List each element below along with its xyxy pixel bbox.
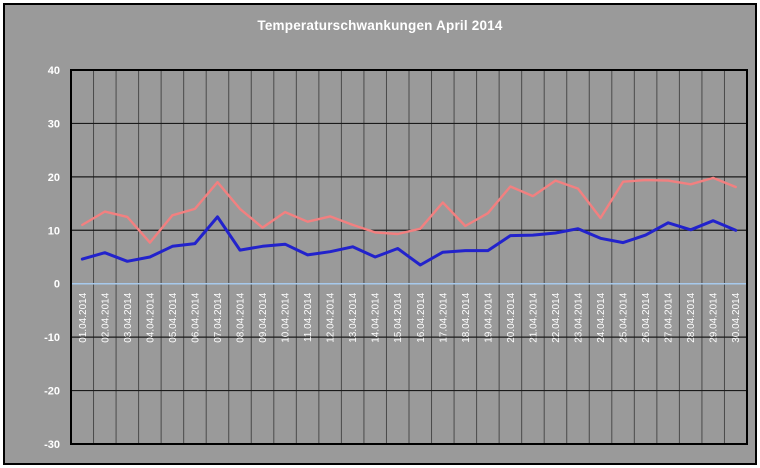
y-tick-label: -10: [44, 332, 60, 344]
y-tick-label: 0: [54, 279, 60, 291]
series-red-line: [81, 176, 737, 244]
x-tick-label: 25.04.2014: [619, 292, 630, 342]
vertical-gridlines: [93, 70, 725, 444]
x-tick-label: 14.04.2014: [371, 292, 382, 342]
x-tick-label: 20.04.2014: [506, 292, 517, 342]
chart-panel: [3, 3, 757, 465]
plot-frame: [70, 69, 748, 445]
y-tick-label: 30: [48, 118, 60, 130]
x-tick-label: 01.04.2014: [78, 292, 89, 342]
x-tick-label: 16.04.2014: [416, 292, 427, 342]
y-tick-label: -30: [44, 439, 60, 451]
x-tick-label: 27.04.2014: [664, 292, 675, 342]
y-tick-label: -20: [44, 386, 60, 398]
x-tick-label: 30.04.2014: [731, 292, 742, 342]
x-tick-label: 07.04.2014: [213, 292, 224, 342]
x-tick-label: 13.04.2014: [348, 292, 359, 342]
x-tick-label: 09.04.2014: [258, 292, 269, 342]
x-tick-label: 22.04.2014: [551, 292, 562, 342]
series-blue-line: [80, 215, 738, 267]
x-tick-label: 18.04.2014: [461, 292, 472, 342]
x-tick-label: 05.04.2014: [168, 292, 179, 342]
x-tick-label: 19.04.2014: [483, 292, 494, 342]
x-tick-label: 10.04.2014: [281, 292, 292, 342]
y-tick-label: 10: [48, 225, 60, 237]
y-tick-label: 20: [48, 172, 60, 184]
x-tick-label: 08.04.2014: [236, 292, 247, 342]
series-lines: [80, 176, 738, 267]
x-tick-label: 28.04.2014: [686, 292, 697, 342]
x-tick-label: 04.04.2014: [145, 292, 156, 342]
x-tick-label: 26.04.2014: [641, 292, 652, 342]
x-tick-label: 21.04.2014: [528, 292, 539, 342]
x-tick-label: 11.04.2014: [303, 292, 314, 342]
x-tick-label: 12.04.2014: [326, 292, 337, 342]
x-tick-label: 15.04.2014: [393, 292, 404, 342]
x-tick-label: 03.04.2014: [123, 292, 134, 342]
chart-title: Temperaturschwankungen April 2014: [257, 18, 503, 33]
y-axis-labels: 40 30 20 10 0 -10 -20 -30: [44, 65, 60, 451]
x-tick-label: 23.04.2014: [574, 292, 585, 342]
x-tick-label: 06.04.2014: [190, 292, 201, 342]
x-axis-labels: 01.04.2014 02.04.2014 03.04.2014 04.04.2014…: [78, 292, 742, 342]
x-tick-label: 24.04.2014: [596, 292, 607, 342]
y-tick-label: 40: [48, 65, 60, 77]
x-tick-label: 02.04.2014: [100, 292, 111, 342]
x-tick-label: 29.04.2014: [709, 292, 720, 342]
x-tick-label: 17.04.2014: [438, 292, 449, 342]
